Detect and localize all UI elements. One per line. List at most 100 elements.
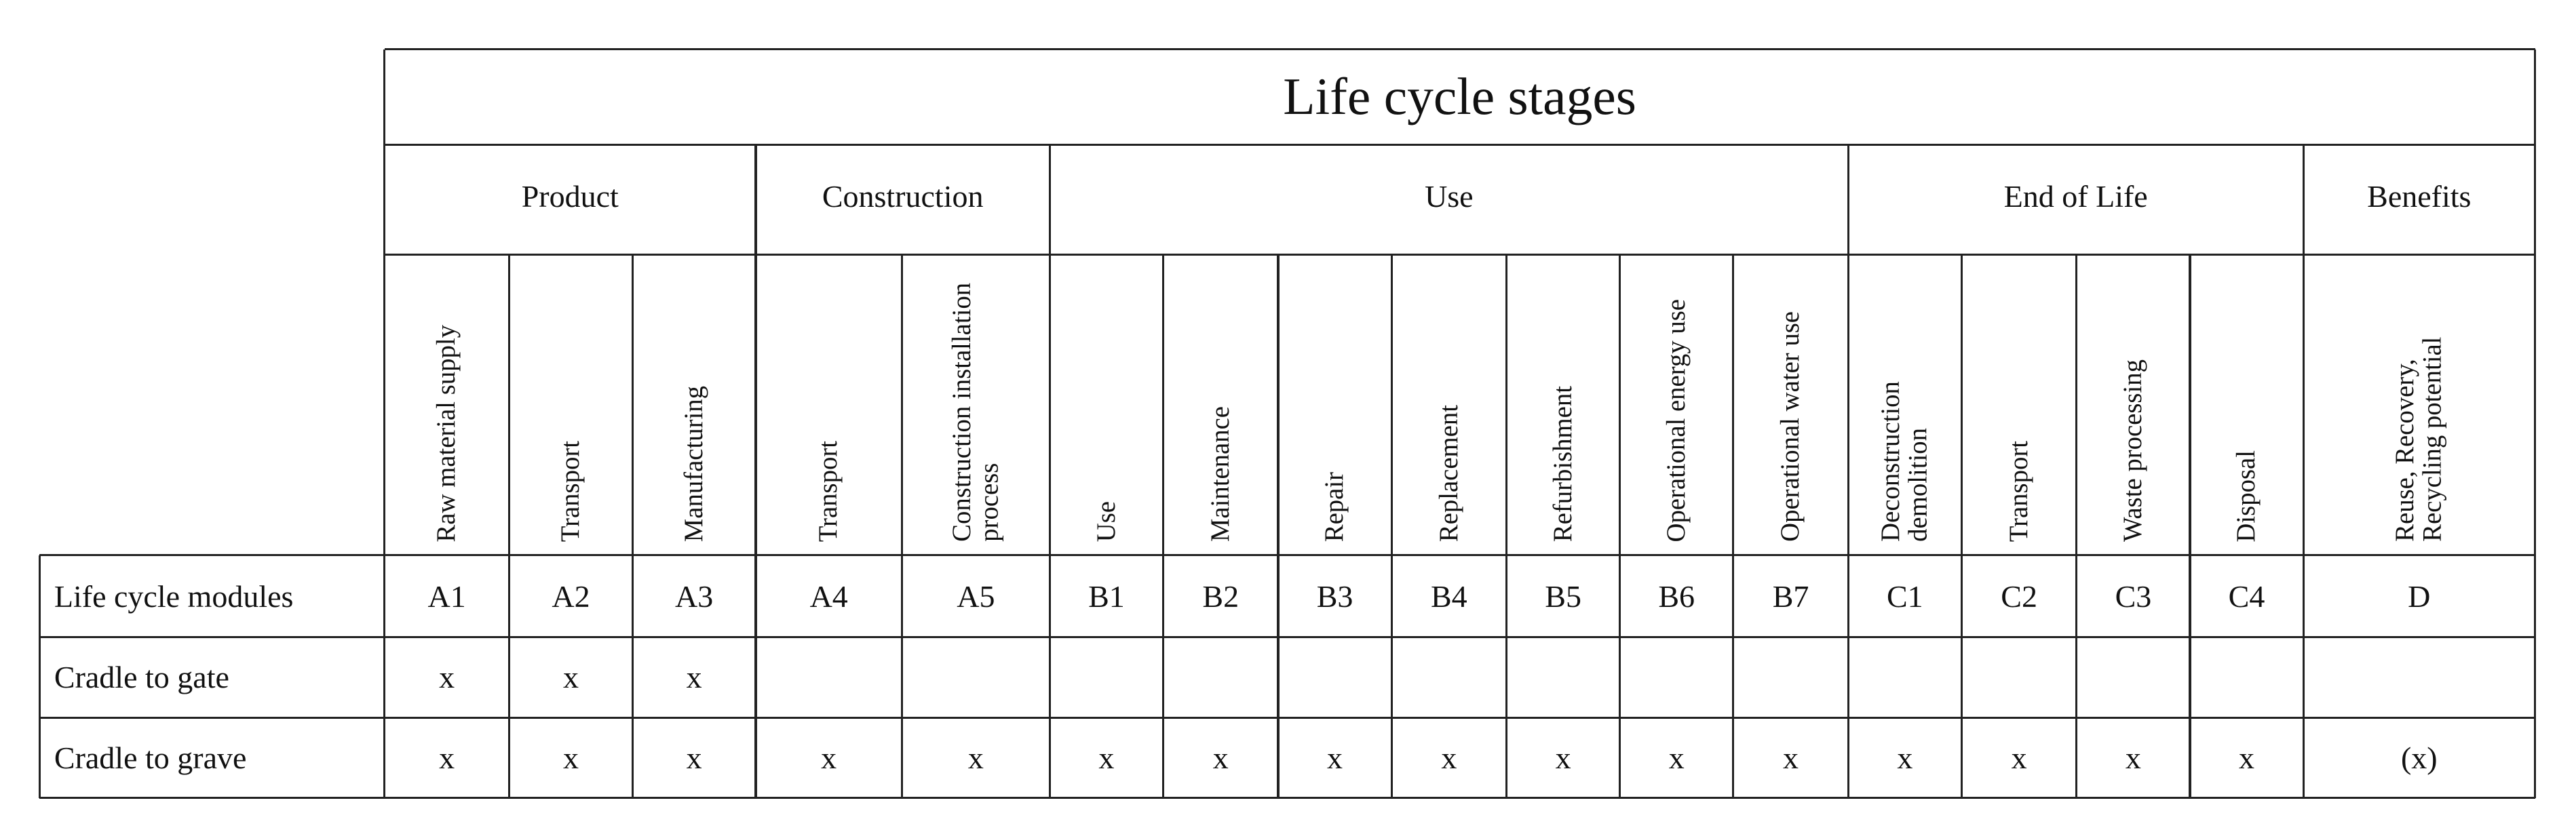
- inclusion-mark: x: [562, 660, 579, 695]
- rule: [1960, 254, 1963, 798]
- rule: [2189, 254, 2191, 798]
- module-code: B2: [1202, 578, 1239, 614]
- rule: [1619, 254, 1621, 798]
- rule: [2302, 144, 2305, 798]
- inclusion-mark: x: [2125, 741, 2141, 776]
- inclusion-mark: [902, 637, 1050, 718]
- module-code: A4: [809, 578, 848, 614]
- inclusion-mark: [1050, 637, 1163, 718]
- row-label: Cradle to gate: [54, 660, 229, 695]
- column-header: Replacement: [1434, 404, 1463, 543]
- rule: [39, 797, 2535, 800]
- column-header-cell: Transport: [510, 254, 633, 555]
- module-code: C2: [2001, 578, 2037, 614]
- module-code: A3: [675, 578, 714, 614]
- rule: [1161, 254, 1165, 798]
- inclusion-mark: [1848, 637, 1961, 718]
- rule: [2533, 49, 2537, 798]
- inclusion-mark: [1278, 637, 1391, 718]
- column-header: Reuse, Recovery, Recycling potential: [2390, 336, 2447, 543]
- group-header: Use: [1425, 178, 1474, 214]
- column-header: Construction installation process: [946, 283, 1004, 543]
- column-header-cell: Construction installation process: [902, 254, 1050, 555]
- rule: [1277, 254, 1280, 798]
- rule: [384, 253, 2535, 256]
- rule: [38, 555, 41, 798]
- rule: [1390, 254, 1393, 798]
- column-header: Deconstruction demolition: [1876, 381, 1933, 543]
- column-header-cell: Use: [1050, 254, 1163, 555]
- inclusion-mark: x: [2011, 741, 2027, 776]
- inclusion-mark: x: [686, 660, 702, 695]
- column-header: Waste processing: [2118, 359, 2148, 543]
- column-header-cell: Replacement: [1391, 254, 1507, 555]
- row-label: Life cycle modules: [54, 578, 294, 614]
- inclusion-mark: x: [1212, 741, 1229, 776]
- inclusion-mark: [2190, 637, 2303, 718]
- rule: [39, 716, 2535, 719]
- inclusion-mark: [1163, 637, 1278, 718]
- inclusion-mark: x: [439, 660, 455, 695]
- rule: [900, 254, 904, 798]
- group-header: Product: [521, 178, 619, 214]
- column-header-cell: Operational water use: [1733, 254, 1849, 555]
- module-code: C4: [2228, 578, 2265, 614]
- inclusion-mark: [1733, 637, 1849, 718]
- rule: [1847, 144, 1849, 798]
- column-header-cell: Raw material supply: [385, 254, 510, 555]
- column-header: Disposal: [2231, 450, 2261, 543]
- rule: [39, 636, 2535, 639]
- column-header-cell: Refurbishment: [1507, 254, 1620, 555]
- module-code: D: [2408, 578, 2431, 614]
- column-header: Transport: [556, 440, 585, 543]
- inclusion-mark: (x): [2400, 741, 2438, 776]
- rule: [384, 48, 2535, 51]
- module-code: B3: [1316, 578, 1353, 614]
- inclusion-mark: [1620, 637, 1733, 718]
- inclusion-mark: [2077, 637, 2190, 718]
- module-code: A5: [957, 578, 995, 614]
- column-header-cell: Repair: [1278, 254, 1391, 555]
- rule: [383, 49, 386, 798]
- module-code: A1: [427, 578, 466, 614]
- inclusion-mark: x: [686, 741, 702, 776]
- column-header: Operational water use: [1775, 311, 1805, 543]
- column-header: Operational energy use: [1661, 298, 1691, 543]
- table-title: Life cycle stages: [1283, 67, 1636, 126]
- inclusion-mark: x: [1783, 741, 1799, 776]
- inclusion-mark: x: [439, 741, 455, 776]
- module-code: B1: [1088, 578, 1125, 614]
- module-code: B6: [1658, 578, 1695, 614]
- column-header: Raw material supply: [431, 324, 461, 543]
- group-header: End of Life: [2003, 178, 2148, 214]
- inclusion-mark: x: [2239, 741, 2255, 776]
- column-header: Refurbishment: [1547, 385, 1577, 543]
- column-header-cell: Maintenance: [1163, 254, 1278, 555]
- inclusion-mark: x: [821, 741, 837, 776]
- column-header: Use: [1091, 500, 1121, 543]
- column-header-cell: Reuse, Recovery, Recycling potential: [2303, 254, 2535, 555]
- column-header: Repair: [1320, 471, 1349, 543]
- module-code: A2: [552, 578, 590, 614]
- module-code: C1: [1886, 578, 1923, 614]
- inclusion-mark: [1507, 637, 1620, 718]
- inclusion-mark: x: [1668, 741, 1685, 776]
- rule: [2075, 254, 2078, 798]
- rule: [1048, 144, 1051, 798]
- inclusion-mark: x: [1098, 741, 1115, 776]
- rule: [1505, 254, 1508, 798]
- module-code: B7: [1772, 578, 1809, 614]
- inclusion-mark: x: [562, 741, 579, 776]
- inclusion-mark: [1391, 637, 1507, 718]
- inclusion-mark: [1961, 637, 2077, 718]
- inclusion-mark: x: [967, 741, 984, 776]
- rule: [39, 553, 2535, 557]
- column-header-cell: Transport: [1961, 254, 2077, 555]
- module-code: C3: [2115, 578, 2152, 614]
- inclusion-mark: x: [1327, 741, 1343, 776]
- rule: [1732, 254, 1735, 798]
- column-header: Transport: [2003, 440, 2033, 543]
- row-label: Cradle to grave: [54, 741, 247, 776]
- column-header: Manufacturing: [678, 385, 708, 543]
